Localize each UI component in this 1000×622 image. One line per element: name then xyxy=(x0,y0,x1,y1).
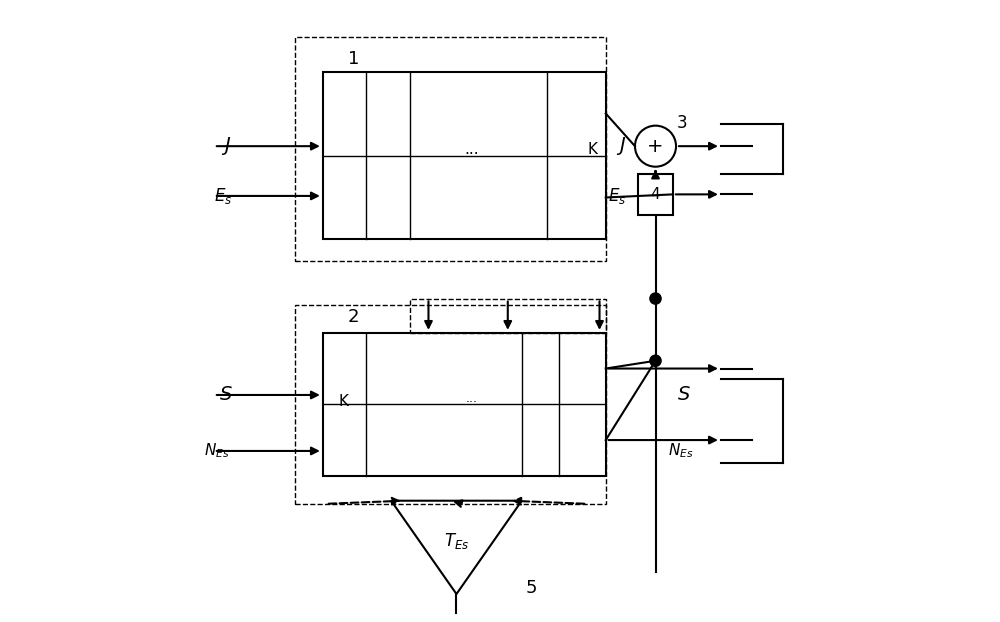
Text: 3: 3 xyxy=(677,114,688,131)
Text: +: + xyxy=(647,137,664,156)
Text: 2: 2 xyxy=(348,309,360,326)
Circle shape xyxy=(650,355,661,366)
Text: $S$: $S$ xyxy=(677,386,690,404)
Text: $J$: $J$ xyxy=(616,135,626,157)
Text: 4: 4 xyxy=(651,187,660,202)
Text: ...: ... xyxy=(466,392,478,404)
Text: $J$: $J$ xyxy=(221,135,232,157)
Text: $E_s$: $E_s$ xyxy=(608,186,626,206)
Text: K: K xyxy=(338,394,348,409)
Text: ...: ... xyxy=(465,142,479,157)
Text: 5: 5 xyxy=(525,579,537,596)
Text: $N_{Es}$: $N_{Es}$ xyxy=(668,442,693,460)
Text: $T_{Es}$: $T_{Es}$ xyxy=(444,531,469,551)
Circle shape xyxy=(650,293,661,304)
Text: $N_{Es}$: $N_{Es}$ xyxy=(204,442,230,460)
Text: 1: 1 xyxy=(348,50,360,68)
Text: $E_s$: $E_s$ xyxy=(214,186,232,206)
Text: $S$: $S$ xyxy=(219,386,233,404)
Text: K: K xyxy=(587,142,597,157)
